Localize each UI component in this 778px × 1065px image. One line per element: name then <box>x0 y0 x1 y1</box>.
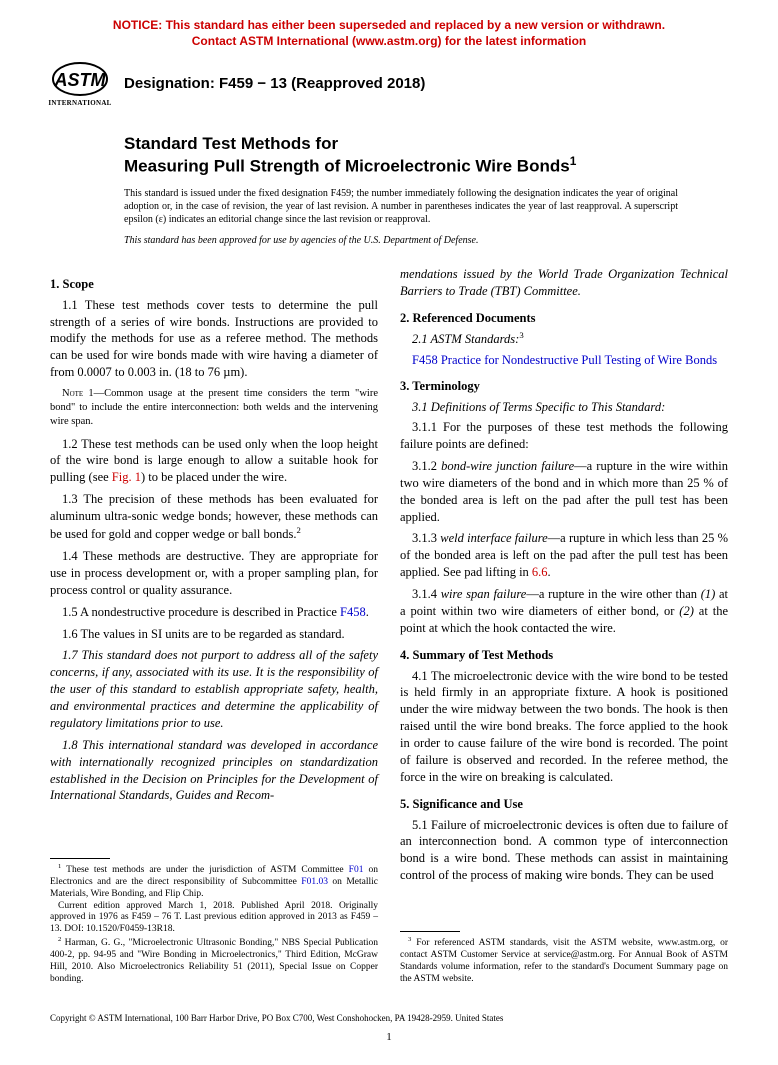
f458-code-link[interactable]: F458 <box>412 353 438 367</box>
designation-text: Designation: F459 − 13 (Reapproved 2018) <box>124 74 425 94</box>
right-column: mendations issued by the World Trade Org… <box>400 266 728 986</box>
para-1-6: 1.6 The values in SI units are to be reg… <box>50 626 378 643</box>
para-1-8-cont: mendations issued by the World Trade Org… <box>400 266 728 300</box>
term-weld-interface: weld interface failure <box>440 531 547 545</box>
para-5-1: 5.1 Failure of microelectronic devices i… <box>400 817 728 885</box>
para-1-1: 1.1 These test methods cover tests to de… <box>50 297 378 381</box>
left-footnotes: 1 These test methods are under the juris… <box>50 846 378 986</box>
right-footnotes: 3 For referenced ASTM standards, visit t… <box>400 919 728 986</box>
note-1: Note 1—Common usage at the present time … <box>50 387 378 430</box>
para-3-1-3: 3.1.3 weld interface failure—a rupture i… <box>400 530 728 581</box>
title-block: Standard Test Methods for Measuring Pull… <box>124 133 728 177</box>
f458-link-inline[interactable]: F458 <box>340 605 366 619</box>
subcommittee-link[interactable]: F01.03 <box>301 877 328 887</box>
para-1-7: 1.7 This standard does not purport to ad… <box>50 647 378 731</box>
footnote-1: 1 These test methods are under the juris… <box>50 863 378 901</box>
astm-standards-label: 2.1 ASTM Standards:3 <box>400 330 728 348</box>
para-1-2: 1.2 These test methods can be used only … <box>50 436 378 487</box>
astm-logo: ASTM INTERNATIONAL <box>50 57 110 111</box>
summary-heading: 4. Summary of Test Methods <box>400 647 728 664</box>
note-1-body: —Common usage at the present time consid… <box>50 388 378 427</box>
body-columns: 1. Scope 1.1 These test methods cover te… <box>50 266 728 986</box>
para-1-4: 1.4 These methods are destructive. They … <box>50 548 378 599</box>
page-number: 1 <box>50 1030 728 1045</box>
svg-text:ASTM: ASTM <box>54 70 107 90</box>
para-1-3: 1.3 The precision of these methods has b… <box>50 491 378 543</box>
para-3-1-1: 3.1.1 For the purposes of these test met… <box>400 419 728 453</box>
title-prefix: Standard Test Methods for <box>124 134 338 153</box>
footnote-rule-right <box>400 931 460 932</box>
committee-f01-link[interactable]: F01 <box>349 865 364 875</box>
f458-title-link[interactable]: Practice for Nondestructive Pull Testing… <box>438 353 717 367</box>
para-1-5: 1.5 A nondestructive procedure is descri… <box>50 604 378 621</box>
para-4-1: 4.1 The microelectronic device with the … <box>400 668 728 786</box>
title-footnote-ref: 1 <box>570 154 577 168</box>
copyright-text: Copyright © ASTM International, 100 Barr… <box>50 1012 728 1024</box>
refs-heading: 2. Referenced Documents <box>400 310 728 327</box>
notice-line1: NOTICE: This standard has either been su… <box>113 18 665 32</box>
terminology-heading: 3. Terminology <box>400 378 728 395</box>
title-main: Measuring Pull Strength of Microelectron… <box>124 157 570 176</box>
notice-banner: NOTICE: This standard has either been su… <box>50 18 728 49</box>
ref-f458: F458 Practice for Nondestructive Pull Te… <box>400 352 728 369</box>
astm-logo-icon: ASTM <box>50 59 110 99</box>
logo-subtext: INTERNATIONAL <box>48 99 111 108</box>
term-wire-span: wire span failure <box>441 587 527 601</box>
dod-approval-note: This standard has been approved for use … <box>124 234 728 248</box>
para-3-1-2: 3.1.2 bond-wire junction failure—a ruptu… <box>400 458 728 526</box>
term-bond-wire-junction: bond-wire junction failure <box>441 459 574 473</box>
notice-line2: Contact ASTM International (www.astm.org… <box>192 34 586 48</box>
footnote-2-ref: 2 <box>296 525 300 535</box>
footnote-2: 2 Harman, G. G., "Microelectronic Ultras… <box>50 936 378 986</box>
significance-heading: 5. Significance and Use <box>400 796 728 813</box>
para-3-1-4: 3.1.4 wire span failure—a rupture in the… <box>400 586 728 637</box>
scope-heading: 1. Scope <box>50 276 378 293</box>
issuance-note: This standard is issued under the fixed … <box>124 187 728 226</box>
section-6-6-link[interactable]: 6.6 <box>532 565 548 579</box>
para-1-8: 1.8 This international standard was deve… <box>50 737 378 805</box>
definitions-subheading: 3.1 Definitions of Terms Specific to Thi… <box>400 399 728 416</box>
footnote-1-cont: Current edition approved March 1, 2018. … <box>50 901 378 937</box>
footnote-3: 3 For referenced ASTM standards, visit t… <box>400 936 728 986</box>
document-header: ASTM INTERNATIONAL Designation: F459 − 1… <box>50 57 728 111</box>
document-title: Standard Test Methods for Measuring Pull… <box>124 133 728 177</box>
note-1-label: Note 1 <box>62 388 94 399</box>
footnote-rule <box>50 858 110 859</box>
left-column: 1. Scope 1.1 These test methods cover te… <box>50 266 378 986</box>
fig-1-link[interactable]: Fig. 1 <box>112 470 141 484</box>
footnote-3-ref: 3 <box>519 330 523 340</box>
